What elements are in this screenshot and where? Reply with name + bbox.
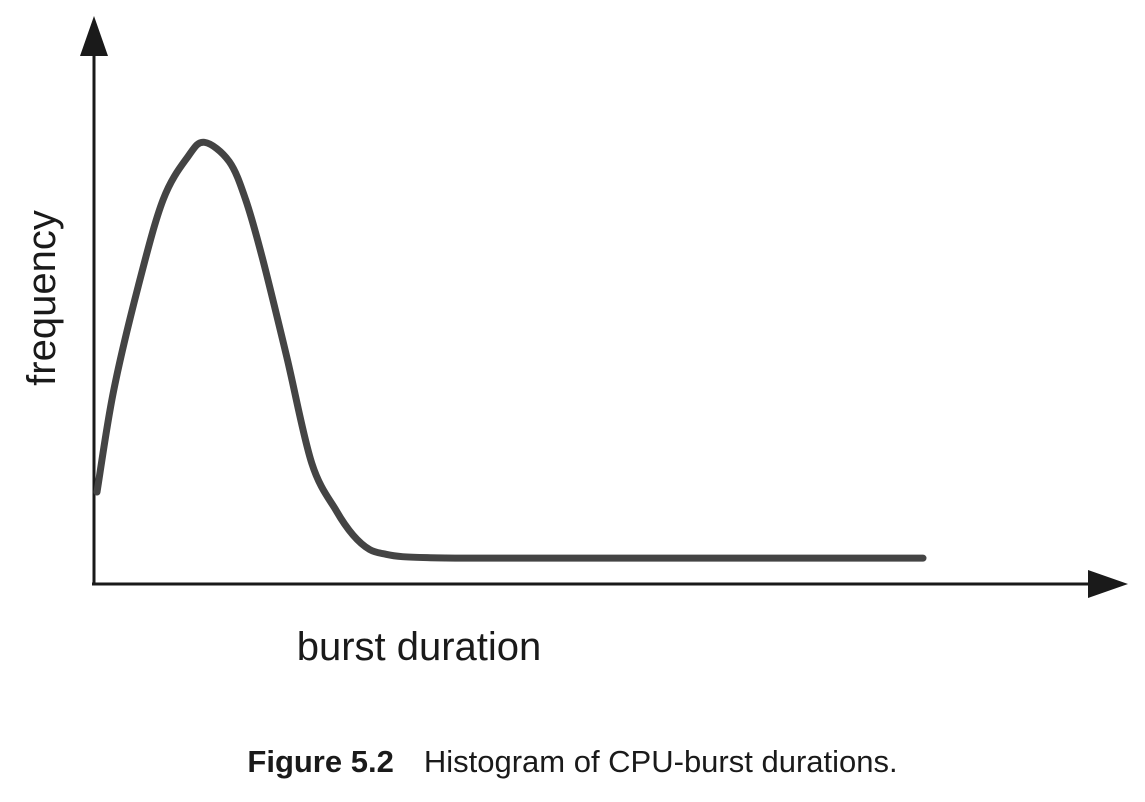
x-axis-arrow-icon [1088,570,1128,598]
y-axis-label: frequency [20,210,64,386]
series-layer [93,138,927,562]
x-axis-label: burst duration [297,625,542,669]
figure-caption-text: Histogram of CPU-burst durations. [423,744,898,779]
figure-caption-label: Figure 5.2 [247,744,394,779]
series-line [93,138,927,562]
figure-caption: Figure 5.2 Histogram of CPU-burst duratio… [0,744,1145,780]
y-axis-arrow-icon [80,16,108,56]
